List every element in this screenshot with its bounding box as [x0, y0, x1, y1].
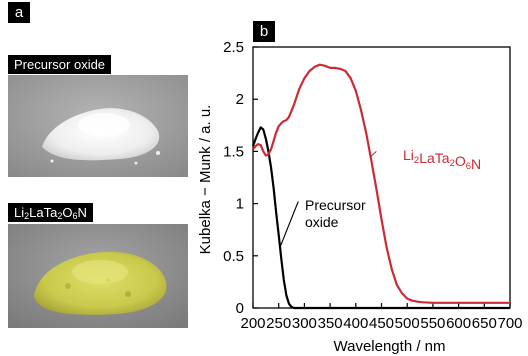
product-photo-label: Li2LaTa2O6N	[8, 203, 93, 222]
plot-frame	[252, 46, 511, 309]
chart-axes: 200 250 300 350 400 450 500 550 600 650 700 0 0.5 1 1.…	[197, 39, 523, 355]
x-tick-label: 450	[369, 315, 394, 332]
x-axis-label: Wavelength / nm	[334, 338, 446, 355]
li2lata2o6n-line	[252, 63, 510, 304]
y-tick-label: 0.5	[223, 248, 244, 265]
x-tick-label: 700	[497, 315, 522, 332]
precursor-label-line1: Precursor	[305, 197, 366, 213]
precursor-leader-line	[280, 201, 299, 246]
x-tick-label: 250	[266, 315, 291, 332]
x-tick-label: 500	[395, 315, 420, 332]
y-tick-label: 0	[236, 300, 244, 317]
x-tick-label: 650	[472, 315, 497, 332]
precursor-oxide-line	[251, 126, 510, 310]
precursor-oxide-photo	[8, 75, 188, 177]
x-tick-label: 350	[318, 315, 343, 332]
x-tick-label: 400	[343, 315, 368, 332]
x-tick-label: 300	[292, 315, 317, 332]
product-label: Li2LaTa2O6N	[403, 147, 481, 172]
x-tick-label: 600	[446, 315, 471, 332]
precursor-photo-label: Precursor oxide	[8, 55, 112, 74]
product-leader-line	[370, 150, 377, 158]
y-tick-label: 1.5	[223, 143, 244, 160]
y-axis-label: Kubelka − Munk / a. u.	[197, 105, 214, 255]
li2lata2o6n-photo	[8, 224, 188, 328]
chart-series	[251, 63, 510, 310]
x-tick-label: 200	[240, 315, 265, 332]
y-tick-label: 2.5	[223, 39, 244, 56]
x-tick-label: 550	[420, 315, 445, 332]
y-tick-label: 2	[236, 91, 244, 108]
panel-a-tag: a	[8, 2, 30, 23]
panel-b-tag: b	[253, 21, 275, 42]
y-tick-label: 1	[236, 196, 244, 213]
precursor-label-line2: oxide	[305, 214, 339, 230]
